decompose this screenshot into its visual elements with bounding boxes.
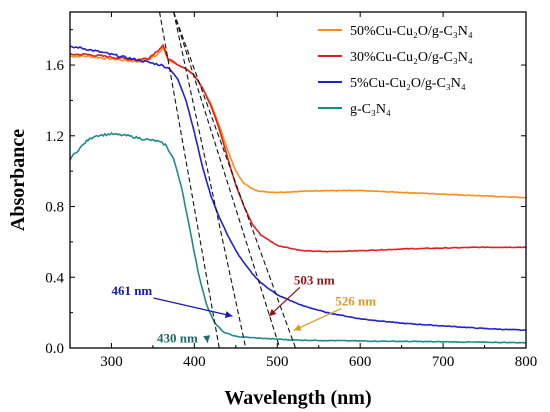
tangent-line-0 [159, 12, 220, 348]
y-tick-label: 0.4 [45, 270, 64, 286]
x-tick-label: 800 [515, 354, 538, 370]
y-axis-title: Absorbance [7, 129, 29, 231]
legend-label: 30%Cu-Cu₂O/g-C₃N₄ [350, 50, 473, 65]
tangent-line-1 [173, 12, 247, 348]
legend-label: g-C₃N₄ [350, 102, 391, 117]
x-tick-label: 500 [266, 354, 289, 370]
y-tick-label: 0.0 [45, 341, 64, 357]
tangent-line-3 [173, 12, 297, 348]
y-tick-label: 1.2 [45, 129, 64, 145]
x-tick-label: 400 [183, 354, 206, 370]
plot-layer [70, 12, 526, 348]
series-line-0 [70, 45, 526, 199]
annotation-arrowhead [293, 324, 302, 331]
y-tick-label: 0.8 [45, 200, 64, 216]
annotation-arrow [268, 286, 301, 317]
legend: 50%Cu-Cu₂O/g-C₃N₄ 30%Cu-Cu₂O/g-C₃N₄ 5%Cu-C… [318, 24, 473, 117]
x-tick-label: 600 [349, 354, 372, 370]
series-line-1 [70, 43, 526, 253]
legend-label: 5%Cu-Cu₂O/g-C₃N₄ [350, 76, 466, 91]
tangent-line-2 [173, 12, 281, 348]
annotation-label: 430 nm [157, 331, 198, 346]
annotation-label: 503 nm [294, 272, 335, 287]
annotation-arrow [153, 297, 233, 317]
series-line-3 [70, 131, 526, 344]
annotation-arrow [293, 307, 342, 331]
annotation-label: 526 nm [335, 294, 376, 309]
annotation-arrowhead [224, 311, 233, 319]
x-tick-label: 300 [100, 354, 123, 370]
x-axis-title: Wavelength (nm) [224, 387, 371, 409]
annotation-arrowhead [203, 335, 211, 343]
series-line-2 [70, 45, 526, 332]
legend-label: 50%Cu-Cu₂O/g-C₃N₄ [350, 24, 473, 39]
x-tick-label: 700 [432, 354, 455, 370]
annotation-arrowhead [268, 308, 277, 317]
y-tick-label: 1.6 [45, 58, 64, 74]
plot-frame [69, 11, 527, 349]
axes-layer: 300 400 500 600 700 800 0.0 0.4 0.8 1.2 1.6 [45, 11, 538, 370]
annotation-label: 461 nm [111, 283, 152, 298]
